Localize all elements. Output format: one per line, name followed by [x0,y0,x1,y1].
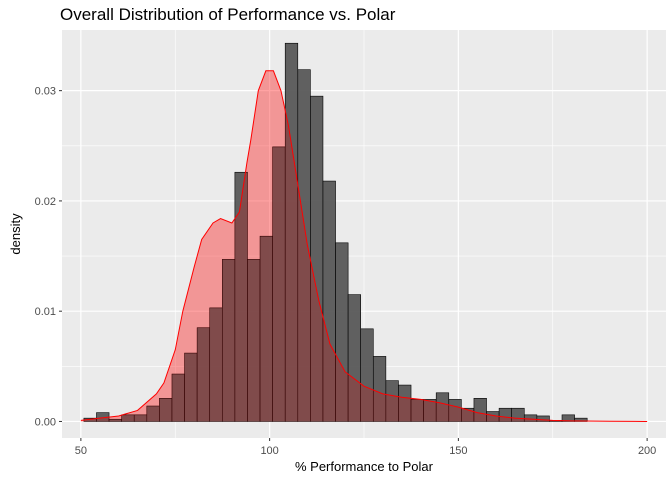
x-tick-label: 200 [638,445,656,457]
histogram-bar [473,398,487,422]
x-tick-label: 100 [260,445,278,457]
x-axis-title: % Performance to Polar [295,459,434,474]
y-tick-label: 0.01 [35,306,56,318]
y-tick-label: 0.00 [35,416,56,428]
chart-title: Overall Distribution of Performance vs. … [60,5,396,24]
bars [83,42,588,422]
y-axis: 0.00 0.01 0.02 0.03 [35,86,62,428]
y-tick-label: 0.03 [35,86,56,98]
x-tick-label: 50 [75,445,87,457]
histogram-bar [536,415,550,422]
density-curve [80,70,648,422]
x-tick-label: 150 [449,445,467,457]
x-axis: 50 100 150 200 [75,438,656,457]
density-line-layer [80,70,648,422]
y-tick-label: 0.02 [35,196,56,208]
y-axis-title: density [8,213,23,255]
density-overlay [80,70,648,422]
